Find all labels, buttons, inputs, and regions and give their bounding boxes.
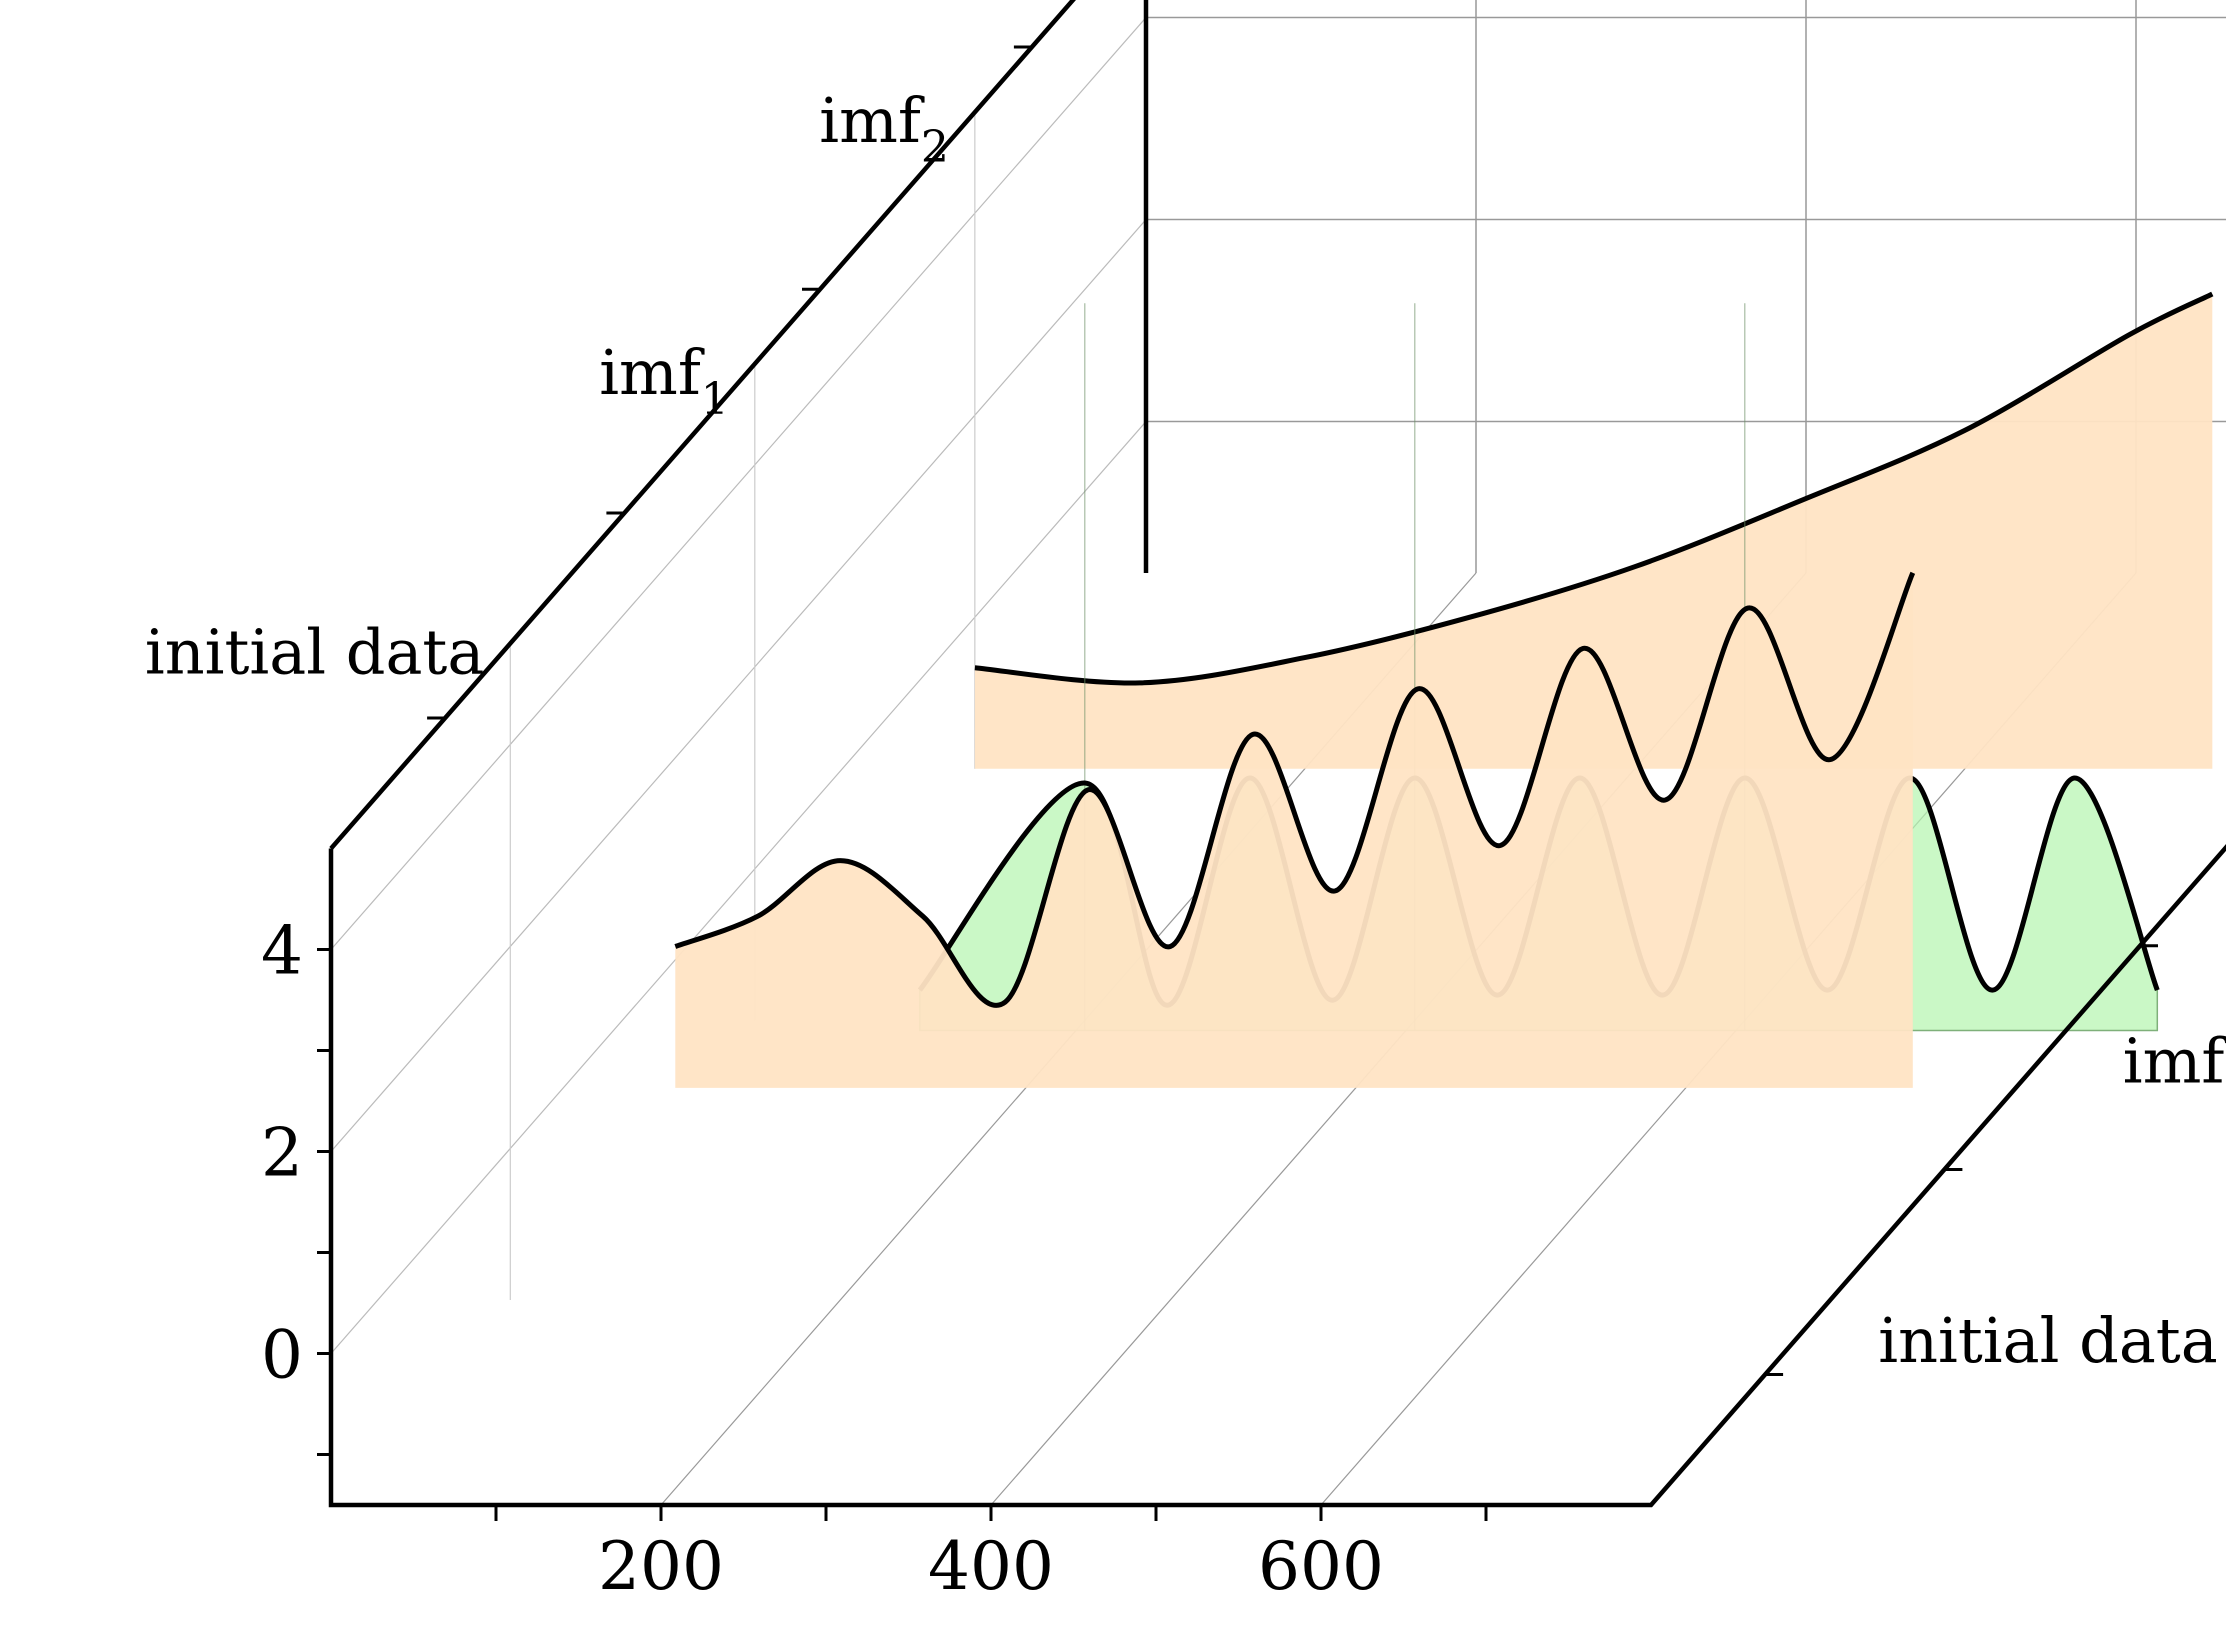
- left-y-tick-label-2: 4: [261, 913, 303, 990]
- bottom-x-tick-label-0: 200: [598, 1528, 724, 1605]
- left-series-label-imf1: imf1: [599, 336, 729, 425]
- top-back-frame: [329, 0, 1076, 850]
- axes-frame: [317, 0, 2226, 1521]
- area-initial: [675, 572, 1913, 1088]
- line-initial: [674, 571, 1916, 1008]
- series-layer: [674, 291, 2214, 1088]
- side-grid-hline-2: [330, 17, 1147, 950]
- right-series-label-imf1: imf1: [2123, 1024, 2226, 1113]
- series-initial: [674, 571, 1916, 1088]
- bottom-x-tick-label-1: 400: [928, 1528, 1054, 1605]
- bottom-x-tick-label-2: 600: [1258, 1528, 1384, 1605]
- side-grid-hline-1: [330, 219, 1147, 1152]
- line-imf2: [974, 291, 2214, 686]
- left-series-label-initial: initial data: [145, 615, 484, 688]
- side-grid-hline-0: [330, 421, 1147, 1354]
- left-y-tick-label-0: 0: [261, 1317, 303, 1394]
- left-y-tick-label-1: 2: [261, 1115, 303, 1192]
- left-series-label-imf2: imf2: [819, 84, 949, 173]
- right-series-label-initial: initial data: [1878, 1304, 2217, 1377]
